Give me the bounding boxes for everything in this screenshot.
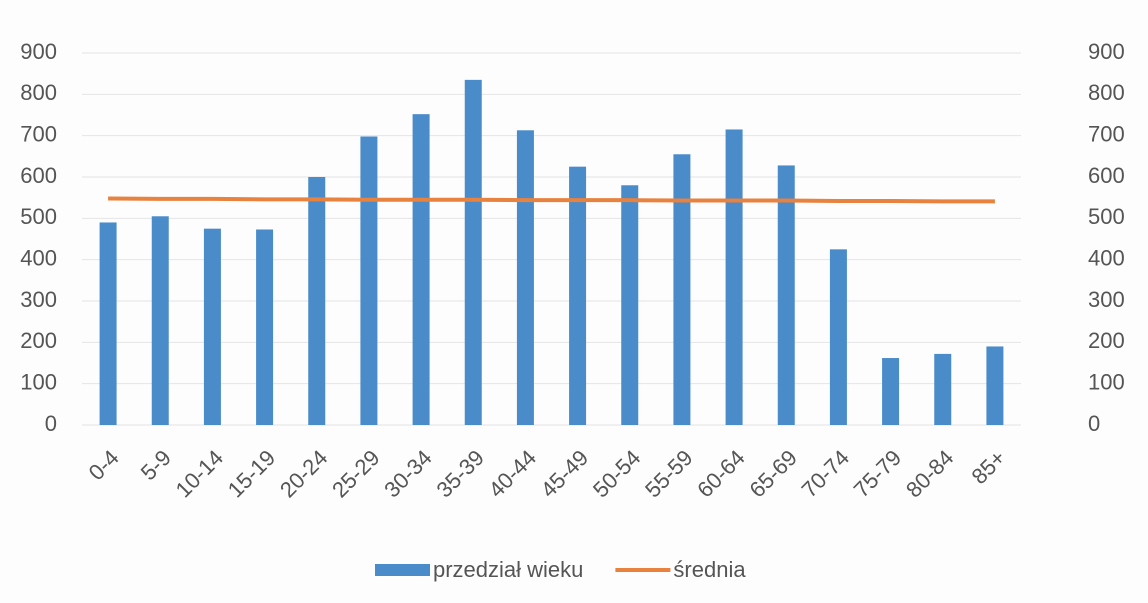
y2-tick-label: 800 bbox=[1088, 80, 1125, 105]
x-tick-label: 35-39 bbox=[431, 445, 488, 502]
x-tick-label: 70-74 bbox=[797, 445, 854, 502]
bar bbox=[516, 130, 534, 425]
bar bbox=[569, 166, 587, 425]
y-tick-label: 300 bbox=[20, 287, 57, 312]
y2-tick-label: 0 bbox=[1088, 411, 1100, 436]
x-tick-label: 85+ bbox=[966, 445, 1010, 489]
y2-tick-label: 400 bbox=[1088, 245, 1125, 270]
legend-label: średnia bbox=[673, 557, 746, 582]
x-tick-label: 30-34 bbox=[379, 445, 436, 502]
y-tick-label: 100 bbox=[20, 369, 57, 394]
bar bbox=[203, 228, 221, 425]
x-tick-label: 10-14 bbox=[171, 445, 228, 502]
bar bbox=[464, 79, 482, 425]
x-tick-label: 60-64 bbox=[692, 445, 749, 502]
bar bbox=[777, 165, 795, 425]
y-tick-label: 400 bbox=[20, 245, 57, 270]
x-tick-label: 55-59 bbox=[640, 445, 697, 502]
bar bbox=[882, 358, 900, 425]
legend-swatch bbox=[375, 564, 430, 576]
y-tick-label: 800 bbox=[20, 80, 57, 105]
bar bbox=[412, 114, 430, 425]
x-tick-label: 0-4 bbox=[84, 445, 124, 485]
bar bbox=[99, 222, 117, 425]
x-tick-label: 75-79 bbox=[849, 445, 906, 502]
y-tick-label: 700 bbox=[20, 121, 57, 146]
x-tick-label: 20-24 bbox=[275, 445, 332, 502]
bar bbox=[673, 154, 691, 425]
y-tick-label: 0 bbox=[45, 411, 57, 436]
x-tick-label: 65-69 bbox=[744, 445, 801, 502]
y2-tick-label: 500 bbox=[1088, 204, 1125, 229]
y2-tick-label: 900 bbox=[1088, 39, 1125, 64]
bar bbox=[256, 229, 274, 425]
bar bbox=[621, 185, 639, 425]
line bbox=[108, 196, 995, 204]
y-tick-label: 600 bbox=[20, 163, 57, 188]
y2-tick-label: 600 bbox=[1088, 163, 1125, 188]
bar bbox=[308, 177, 326, 425]
x-tick-label: 5-9 bbox=[136, 445, 176, 485]
x-tick-label: 15-19 bbox=[223, 445, 280, 502]
y2-tick-label: 300 bbox=[1088, 287, 1125, 312]
bar bbox=[725, 129, 743, 425]
y-tick-label: 200 bbox=[20, 328, 57, 353]
x-tick-label: 25-29 bbox=[327, 445, 384, 502]
legend-label: przedział wieku bbox=[433, 557, 583, 582]
x-tick-label: 45-49 bbox=[536, 445, 593, 502]
x-tick-label: 50-54 bbox=[588, 445, 645, 502]
x-tick-label: 80-84 bbox=[901, 445, 958, 502]
bar bbox=[151, 216, 169, 425]
y-tick-label: 500 bbox=[20, 204, 57, 229]
y2-tick-label: 700 bbox=[1088, 121, 1125, 146]
x-tick-label: 40-44 bbox=[484, 445, 541, 502]
bar bbox=[934, 353, 952, 425]
y-tick-label: 900 bbox=[20, 39, 57, 64]
bar bbox=[986, 346, 1004, 425]
y2-tick-label: 200 bbox=[1088, 328, 1125, 353]
y2-tick-label: 100 bbox=[1088, 369, 1125, 394]
bar bbox=[829, 249, 847, 425]
bar bbox=[360, 136, 378, 425]
